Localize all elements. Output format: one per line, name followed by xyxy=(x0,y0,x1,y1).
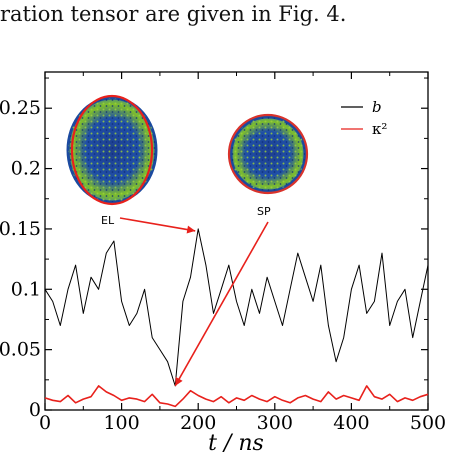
arrow-el xyxy=(119,217,196,234)
y-tick-label: 0.1 xyxy=(11,278,41,300)
tick-layer: 0 100 200 300 400 500 0 0.05 0.1 0.15 0.2 0.25 xyxy=(0,72,446,434)
x-tick-label: 200 xyxy=(180,412,216,434)
x-tick-label: 300 xyxy=(257,412,293,434)
legend: b κ² xyxy=(341,98,387,138)
y-tick-label: 0.2 xyxy=(11,158,41,180)
x-tick-label: 400 xyxy=(333,412,369,434)
y-tick-label: 0.05 xyxy=(0,339,41,361)
x-axis-title: t / ns xyxy=(208,431,264,456)
annotation-arrows xyxy=(119,217,269,387)
header-caption-text: ration tensor are given in Fig. 4. xyxy=(0,2,347,26)
x-tick-label: 500 xyxy=(410,412,446,434)
x-tick-label: 100 xyxy=(103,412,139,434)
series-line-b xyxy=(44,228,429,387)
el-micelle-snapshot xyxy=(66,94,158,206)
annotation-el-label: EL xyxy=(101,214,115,227)
sp-micelle-snapshot xyxy=(227,113,309,195)
legend-label-b: b xyxy=(372,98,382,116)
x-tick-label: 0 xyxy=(39,412,51,434)
arrow-sp xyxy=(174,221,269,387)
series-line-kappa2 xyxy=(44,385,429,408)
y-tick-label: 0 xyxy=(29,399,41,421)
series-layer xyxy=(44,228,429,408)
y-tick-label: 0.25 xyxy=(0,97,41,119)
y-tick-label: 0.15 xyxy=(0,218,41,240)
legend-label-kappa: κ² xyxy=(372,120,387,138)
annotation-sp-label: SP xyxy=(257,205,271,218)
